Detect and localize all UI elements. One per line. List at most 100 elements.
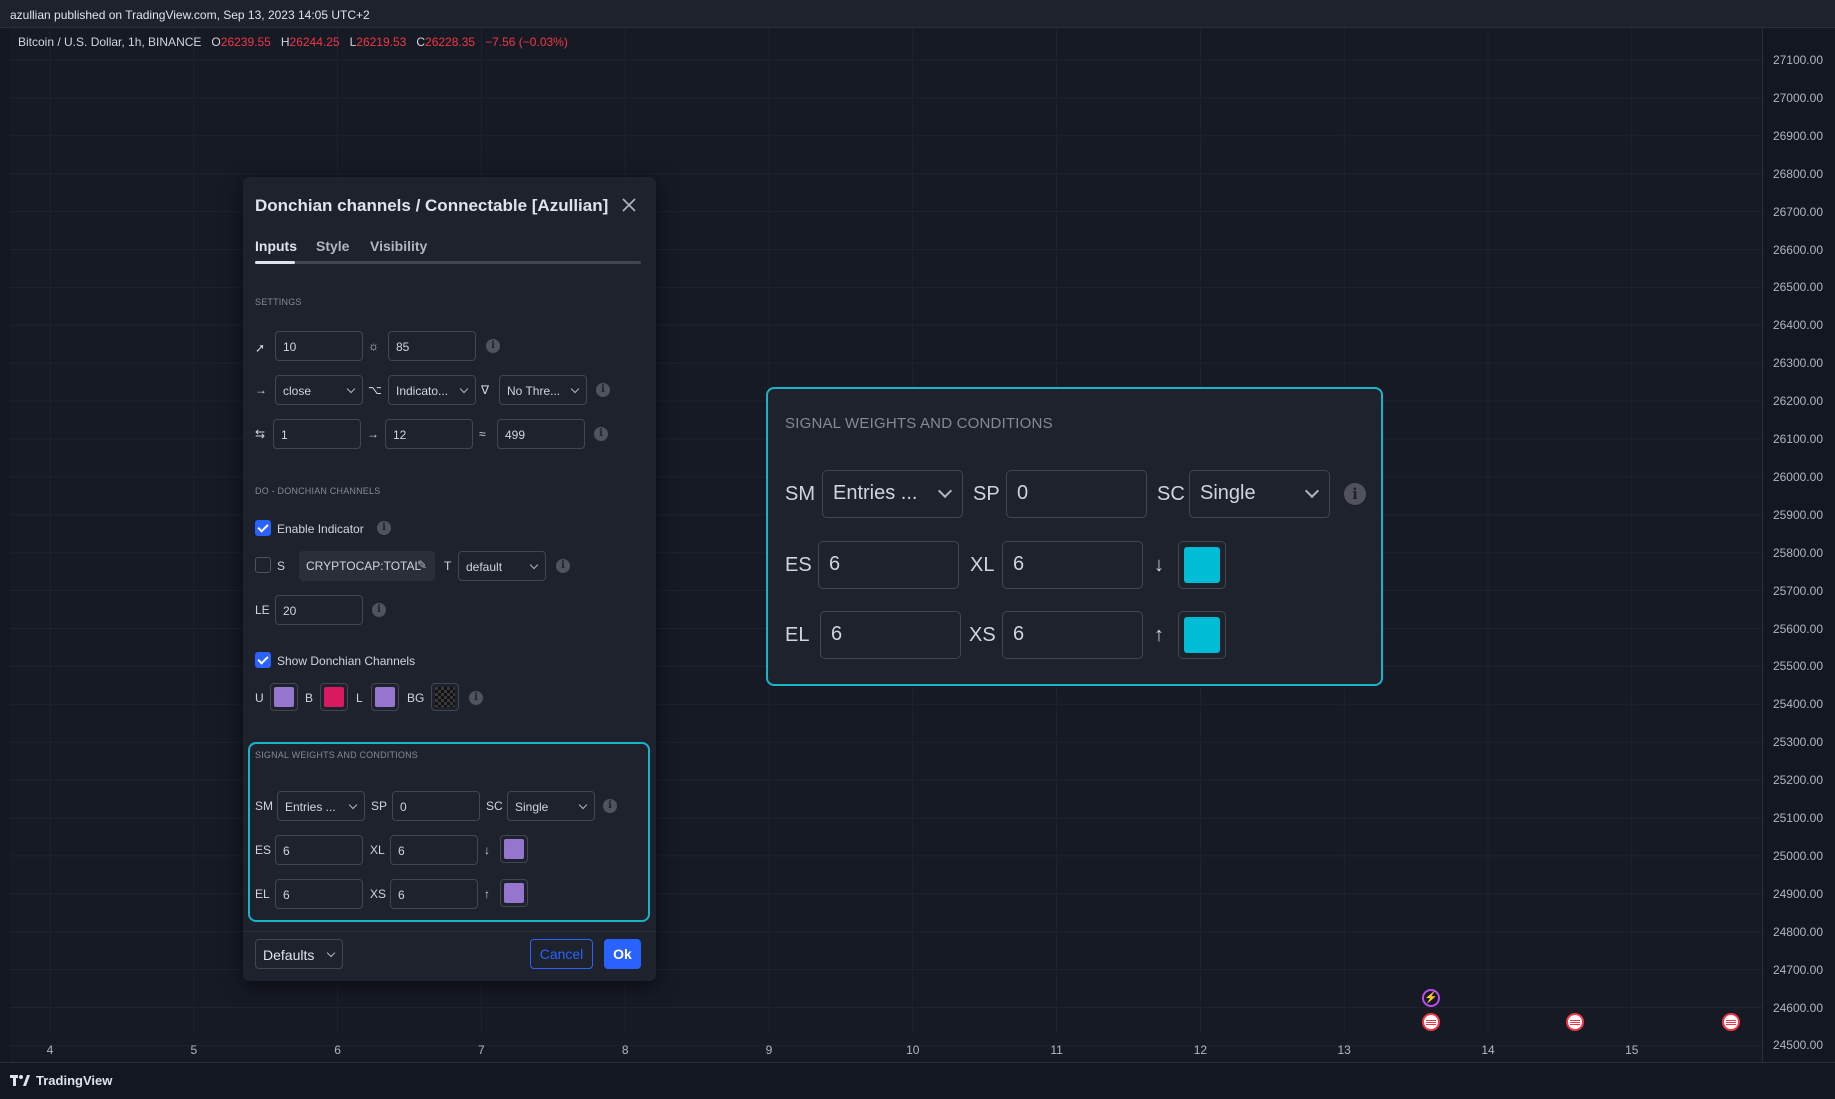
channel-length-input[interactable]: 20 — [275, 595, 363, 625]
time-tick-label: 10 — [906, 1043, 920, 1057]
tab-style[interactable]: Style — [316, 238, 350, 254]
min-input[interactable]: 1 — [273, 419, 361, 449]
ok-button[interactable]: Ok — [604, 939, 641, 969]
long-color-swatch[interactable] — [500, 879, 528, 907]
zoom-short-color-swatch[interactable] — [1178, 541, 1226, 589]
time-tick-label: 4 — [46, 1043, 54, 1057]
lower-color-swatch[interactable] — [371, 683, 399, 711]
symbol-picker[interactable]: CRYPTOCAP:TOTAL ✎ — [299, 551, 435, 581]
right-arrow-icon: → — [367, 427, 379, 441]
zoom-es-label: ES — [785, 554, 812, 576]
exit-short-input[interactable]: 6 — [390, 879, 478, 909]
zoom-xl-label: XL — [970, 554, 995, 576]
defaults-button[interactable]: Defaults — [255, 939, 343, 969]
tradingview-logo[interactable]: TradingView — [10, 1073, 112, 1088]
entry-long-input[interactable]: 6 — [275, 879, 363, 909]
mid-input[interactable]: 12 — [385, 419, 473, 449]
info-icon[interactable]: i — [594, 427, 608, 441]
time-tick-label: 7 — [478, 1043, 485, 1057]
dialog-title: Donchian channels / Connectable [Azullia… — [255, 196, 609, 215]
zoom-section-title: SIGNAL WEIGHTS AND CONDITIONS — [785, 415, 1053, 432]
upper-color-swatch[interactable] — [270, 683, 298, 711]
signal-condition-select[interactable]: Single — [507, 791, 595, 821]
zoom-entry-long-input[interactable]: 6 — [820, 611, 961, 659]
settings-section-title: SETTINGS — [255, 297, 302, 307]
es-label: ES — [255, 843, 272, 857]
info-icon[interactable]: i — [486, 339, 500, 353]
tab-visibility[interactable]: Visibility — [370, 238, 428, 254]
tab-divider — [255, 261, 641, 264]
zoom-xs-label: XS — [969, 624, 996, 646]
low-label: L — [349, 35, 357, 49]
indicator-settings-dialog: Donchian channels / Connectable [Azullia… — [243, 177, 656, 981]
zoom-signal-priority-input[interactable]: 0 — [1006, 470, 1147, 518]
signal-priority-input[interactable]: 0 — [392, 791, 480, 821]
price-tick-label: 25000.00 — [1772, 848, 1823, 863]
info-icon[interactable]: i — [372, 603, 386, 617]
signal-section-title: SIGNAL WEIGHTS AND CONDITIONS — [255, 750, 418, 760]
timeframe-select[interactable]: default — [458, 551, 546, 581]
tab-inputs[interactable]: Inputs — [255, 238, 297, 254]
level-input[interactable]: 85 — [388, 331, 476, 361]
zoom-signal-condition-select[interactable]: Single — [1189, 470, 1330, 518]
max-input[interactable]: 499 — [497, 419, 585, 449]
zoom-entry-short-input[interactable]: 6 — [818, 541, 959, 589]
entry-short-input[interactable]: 6 — [275, 835, 363, 865]
pencil-icon[interactable]: ✎ — [416, 558, 427, 572]
trend-line-icon: ➚ — [255, 341, 266, 355]
lower-color-fill — [375, 687, 395, 707]
zoom-up-arrow-icon: ↑ — [1154, 624, 1164, 646]
sun-icon: ☼ — [368, 339, 379, 353]
price-axis[interactable]: 27100.00 27000.00 26900.00 26800.00 26700.00… — [1762, 28, 1835, 1062]
symbol-legend: Bitcoin / U.S. Dollar, 1h, BINANCE O2623… — [18, 35, 568, 49]
basis-color-swatch[interactable] — [320, 683, 348, 711]
el-label: EL — [255, 887, 270, 901]
signal-mode-select[interactable]: Entries ... — [277, 791, 365, 821]
zoom-el-label: EL — [785, 624, 810, 646]
enable-indicator-checkbox[interactable] — [255, 520, 271, 536]
zoom-info-icon[interactable]: i — [1344, 483, 1366, 505]
open-value: 26239.55 — [220, 35, 271, 49]
price-tick-label: 26900.00 — [1772, 128, 1823, 143]
show-channels-checkbox[interactable] — [255, 652, 271, 668]
source-select[interactable]: close — [275, 375, 363, 405]
indicator-select[interactable]: Indicato... — [388, 375, 476, 405]
close-icon[interactable] — [621, 197, 637, 213]
price-tick-label: 24700.00 — [1772, 962, 1823, 977]
transparent-checker-fill — [435, 687, 455, 707]
us-flag-icon[interactable] — [1566, 1013, 1584, 1031]
threshold-select[interactable]: No Thre... — [499, 375, 587, 405]
time-tick-label: 6 — [334, 1043, 341, 1057]
time-axis[interactable]: 4 5 6 7 8 9 10 11 12 13 14 15 — [10, 1034, 1762, 1062]
info-icon[interactable]: i — [556, 559, 570, 573]
background-color-swatch[interactable] — [431, 683, 459, 711]
tradingview-brand: TradingView — [36, 1073, 113, 1088]
cancel-button[interactable]: Cancel — [530, 939, 593, 969]
exit-long-input[interactable]: 6 — [390, 835, 478, 865]
symbol-checkbox[interactable] — [255, 557, 271, 573]
price-tick-label: 25600.00 — [1772, 621, 1823, 636]
length-input[interactable]: 10 — [275, 331, 363, 361]
zoom-exit-short-input[interactable]: 6 — [1002, 611, 1143, 659]
price-tick-label: 25400.00 — [1772, 697, 1823, 712]
event-bolt-icon[interactable]: ⚡ — [1422, 989, 1440, 1007]
time-tick-label: 15 — [1625, 1043, 1639, 1057]
us-flag-icon[interactable] — [1422, 1013, 1440, 1031]
info-icon[interactable]: i — [596, 383, 610, 397]
zoom-long-color-swatch[interactable] — [1178, 611, 1226, 659]
close-label: C — [416, 35, 426, 49]
zoom-exit-long-input[interactable]: 6 — [1002, 541, 1143, 589]
high-value: 26244.25 — [289, 35, 340, 49]
us-flag-icon[interactable] — [1722, 1013, 1740, 1031]
price-tick-label: 24900.00 — [1772, 886, 1823, 901]
low-value: 26219.53 — [356, 35, 407, 49]
info-icon[interactable]: i — [603, 799, 617, 813]
zoom-long-color-fill — [1184, 617, 1220, 653]
zoom-signal-mode-select[interactable]: Entries ... — [822, 470, 963, 518]
time-tick-label: 13 — [1337, 1043, 1351, 1057]
info-icon[interactable]: i — [377, 521, 391, 535]
symbol-picker-value: CRYPTOCAP:TOTAL — [306, 559, 422, 573]
swap-arrows-icon: ⇆ — [255, 427, 266, 441]
info-icon[interactable]: i — [469, 691, 483, 705]
short-color-swatch[interactable] — [500, 835, 528, 863]
